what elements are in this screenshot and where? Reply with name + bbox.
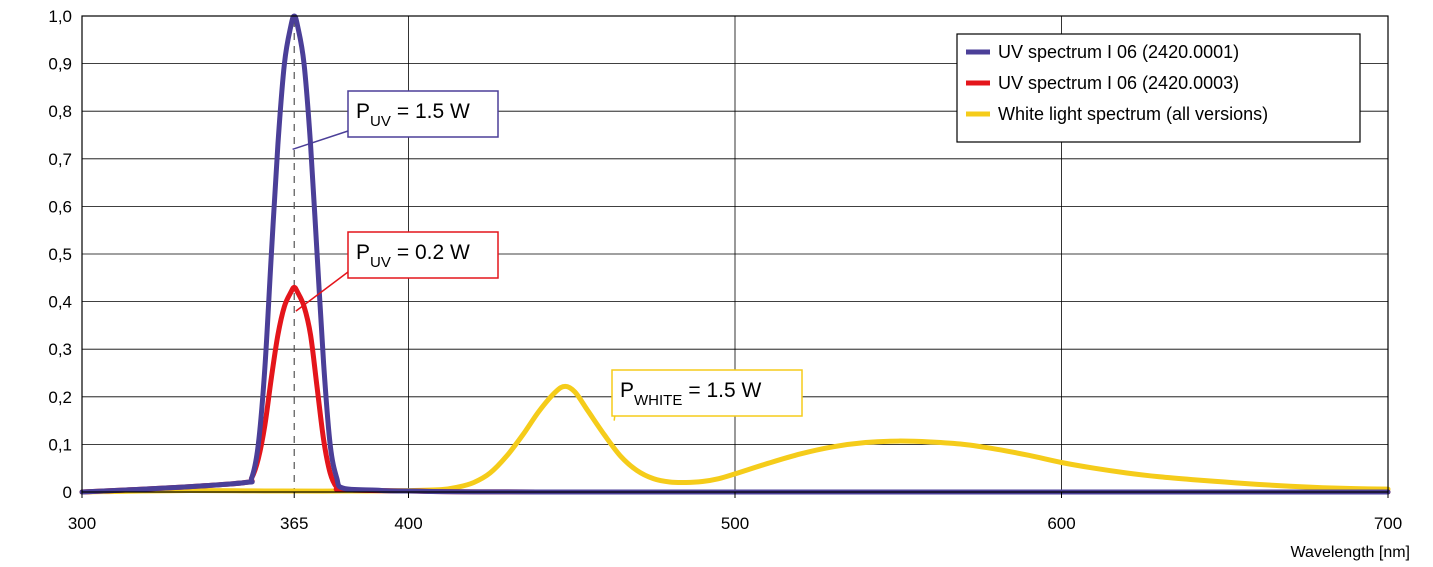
x-tick-label: 500 (721, 514, 749, 533)
annotation-uv-high: PUV = 1.5 W (292, 90, 499, 150)
annotation-white: PWHITE = 1.5 W (611, 369, 803, 421)
annotation-uv-low: PUV = 0.2 W (295, 231, 499, 312)
annotation-value: = 0.2 W (397, 241, 470, 264)
annotation-leader (295, 271, 349, 312)
y-tick-label: 0,7 (48, 150, 72, 169)
annotation-leader (292, 130, 349, 150)
y-tick-label: 0,1 (48, 435, 72, 454)
legend-label-2: White light spectrum (all versions) (998, 104, 1268, 124)
series-line-2 (79, 383, 1391, 495)
y-tick-label: 0,2 (48, 388, 72, 407)
annotation-subscript: UV (370, 113, 391, 130)
legend: UV spectrum I 06 (2420.0001) UV spectrum … (956, 33, 1361, 143)
y-tick-label: 0,6 (48, 197, 72, 216)
annotation-value: = 1.5 W (688, 379, 761, 402)
x-tick-label: 600 (1047, 514, 1075, 533)
annotation-box (347, 231, 499, 279)
series-line-0 (79, 13, 1391, 495)
y-tick-label: 1,0 (48, 7, 72, 26)
annotation-subscript: UV (370, 254, 391, 271)
annotation-box (611, 369, 803, 417)
y-tick-label: 0,5 (48, 245, 72, 264)
annotation-text: PUV = 1.5 W (356, 100, 470, 130)
annotation-text: PWHITE = 1.5 W (620, 379, 761, 409)
annotation-main: P (620, 379, 634, 402)
legend-label-0: UV spectrum I 06 (2420.0001) (998, 42, 1239, 62)
y-tick-label: 0,9 (48, 55, 72, 74)
x-tick-label: 700 (1374, 514, 1402, 533)
y-tick-label: 0,8 (48, 102, 72, 121)
annotation-subscript: WHITE (634, 392, 682, 409)
annotation-text: PUV = 0.2 W (356, 241, 470, 271)
y-tick-label: 0 (63, 483, 72, 502)
axis-ticks: 0 0,1 0,2 0,3 0,4 0,5 0,6 0,7 0,8 0,9 1,0 300 365 400… (48, 7, 1402, 533)
annotation-main: P (356, 241, 370, 264)
legend-label-1: UV spectrum I 06 (2420.0003) (998, 73, 1239, 93)
y-tick-label: 0,4 (48, 293, 72, 312)
annotation-value: = 1.5 W (397, 100, 470, 123)
legend-box (956, 33, 1361, 143)
x-axis-label: Wavelength [nm] (1291, 544, 1410, 561)
x-tick-label: 300 (68, 514, 96, 533)
x-tick-label: 400 (394, 514, 422, 533)
annotation-main: P (356, 100, 370, 123)
y-tick-label: 0,3 (48, 340, 72, 359)
annotation-box (347, 90, 499, 138)
x-tick-label: 365 (280, 514, 308, 533)
